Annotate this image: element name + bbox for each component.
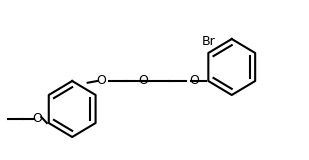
Text: O: O xyxy=(96,75,106,88)
Text: O: O xyxy=(139,75,149,88)
Text: O: O xyxy=(32,112,42,125)
Text: O: O xyxy=(189,75,199,88)
Text: Br: Br xyxy=(201,35,215,48)
